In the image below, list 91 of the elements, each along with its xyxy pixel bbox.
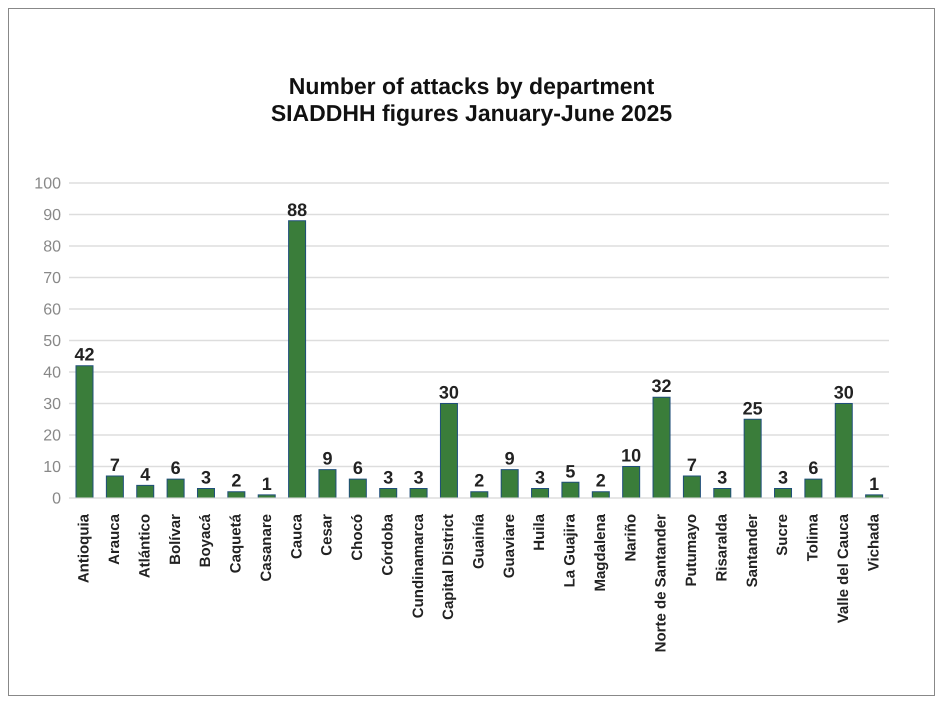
bar bbox=[622, 466, 640, 498]
data-label: 3 bbox=[383, 468, 394, 488]
data-label: 2 bbox=[231, 470, 242, 491]
y-tick-label: 100 bbox=[34, 176, 62, 193]
bar bbox=[288, 220, 306, 498]
data-label: 9 bbox=[504, 448, 515, 469]
x-tick-label: Risaralda bbox=[713, 513, 730, 582]
x-tick-label: Huila bbox=[531, 513, 548, 551]
x-tick-label: Vichada bbox=[865, 513, 882, 572]
data-label: 5 bbox=[565, 461, 576, 482]
x-tick-label: Santander bbox=[744, 514, 761, 588]
data-label: 3 bbox=[717, 468, 728, 488]
bar bbox=[652, 396, 671, 498]
x-tick-label: Cesar bbox=[318, 514, 336, 556]
x-tick-label: Guaviare bbox=[500, 514, 518, 578]
bar bbox=[531, 488, 550, 498]
data-label: 88 bbox=[287, 200, 308, 220]
bar bbox=[774, 488, 792, 498]
y-tick-label: 40 bbox=[43, 364, 62, 382]
x-tick-label: Caquetá bbox=[228, 513, 245, 574]
bar bbox=[834, 403, 853, 498]
bar bbox=[682, 475, 701, 498]
bar bbox=[348, 478, 367, 498]
data-label: 6 bbox=[352, 458, 363, 478]
bar bbox=[136, 484, 154, 498]
x-tick-label: Córdoba bbox=[379, 513, 396, 576]
y-tick-label: 0 bbox=[52, 490, 62, 508]
data-label: 10 bbox=[621, 446, 642, 466]
data-label: 2 bbox=[474, 470, 484, 491]
bar bbox=[76, 365, 94, 498]
bar bbox=[592, 491, 610, 498]
x-tick-label: Tolima bbox=[804, 513, 822, 562]
x-tick-label: La Guajira bbox=[562, 513, 579, 588]
y-tick-label: 10 bbox=[43, 459, 62, 476]
y-tick-label: 50 bbox=[43, 333, 62, 350]
bar bbox=[227, 491, 246, 498]
y-tick-label: 80 bbox=[43, 238, 62, 256]
data-label: 9 bbox=[322, 448, 332, 469]
data-label: 4 bbox=[140, 464, 150, 484]
x-tick-label: Guainía bbox=[470, 513, 488, 570]
data-label: 1 bbox=[262, 474, 272, 494]
chart-title: Number of attacks by department SIADDHH figures January-June 2025 bbox=[270, 73, 674, 128]
bar bbox=[379, 488, 398, 498]
x-tick-label: Antioquia bbox=[76, 513, 93, 584]
data-label: 30 bbox=[834, 382, 854, 402]
x-tick-label: Valle del Cauca bbox=[834, 513, 852, 624]
bar bbox=[410, 488, 428, 498]
data-label: 25 bbox=[742, 398, 763, 418]
bar bbox=[744, 418, 762, 498]
bar bbox=[470, 491, 488, 498]
data-label: 7 bbox=[686, 454, 697, 475]
y-tick-label: 30 bbox=[43, 396, 62, 414]
y-tick-label: 60 bbox=[43, 302, 62, 319]
y-tick-label: 20 bbox=[43, 428, 62, 445]
bar bbox=[804, 478, 822, 498]
x-tick-label: Cauca bbox=[288, 513, 306, 560]
x-tick-label: Bolívar bbox=[166, 514, 184, 565]
x-tick-label: Magdalena bbox=[592, 513, 609, 592]
x-tick-label: Chocó bbox=[349, 514, 366, 561]
x-tick-label: Capital District bbox=[440, 514, 458, 620]
data-label: 2 bbox=[596, 470, 606, 491]
data-label: 6 bbox=[808, 458, 818, 478]
bar bbox=[440, 403, 458, 498]
data-label: 3 bbox=[414, 468, 424, 488]
y-tick-label: 90 bbox=[43, 207, 62, 224]
y-tick-label: 70 bbox=[43, 270, 62, 288]
x-tick-label: Casanare bbox=[258, 514, 275, 582]
data-label: 30 bbox=[438, 382, 459, 402]
data-label: 1 bbox=[869, 474, 880, 494]
x-tick-label: Boyacá bbox=[197, 513, 214, 568]
data-label: 32 bbox=[652, 376, 672, 396]
bar bbox=[166, 478, 185, 498]
data-label: 7 bbox=[110, 454, 120, 475]
bar bbox=[196, 488, 215, 498]
bar bbox=[713, 488, 732, 498]
x-tick-label: Arauca bbox=[106, 513, 124, 565]
data-label: 3 bbox=[535, 468, 546, 488]
data-label: 3 bbox=[200, 468, 211, 488]
x-tick-label: Atlántico bbox=[136, 514, 154, 578]
x-tick-label: Sucre bbox=[774, 514, 792, 556]
data-label: 3 bbox=[778, 468, 788, 488]
x-tick-label: Putumayo bbox=[683, 514, 700, 587]
x-tick-label: Nariño bbox=[622, 514, 640, 562]
data-label: 42 bbox=[74, 344, 95, 365]
bar bbox=[106, 475, 124, 498]
data-label: 6 bbox=[170, 458, 181, 478]
bar bbox=[318, 469, 336, 498]
bar bbox=[561, 482, 580, 498]
x-tick-label: Norte de Santander bbox=[652, 514, 670, 652]
bar bbox=[500, 469, 519, 498]
x-tick-label: Cundinamarca bbox=[410, 513, 427, 618]
